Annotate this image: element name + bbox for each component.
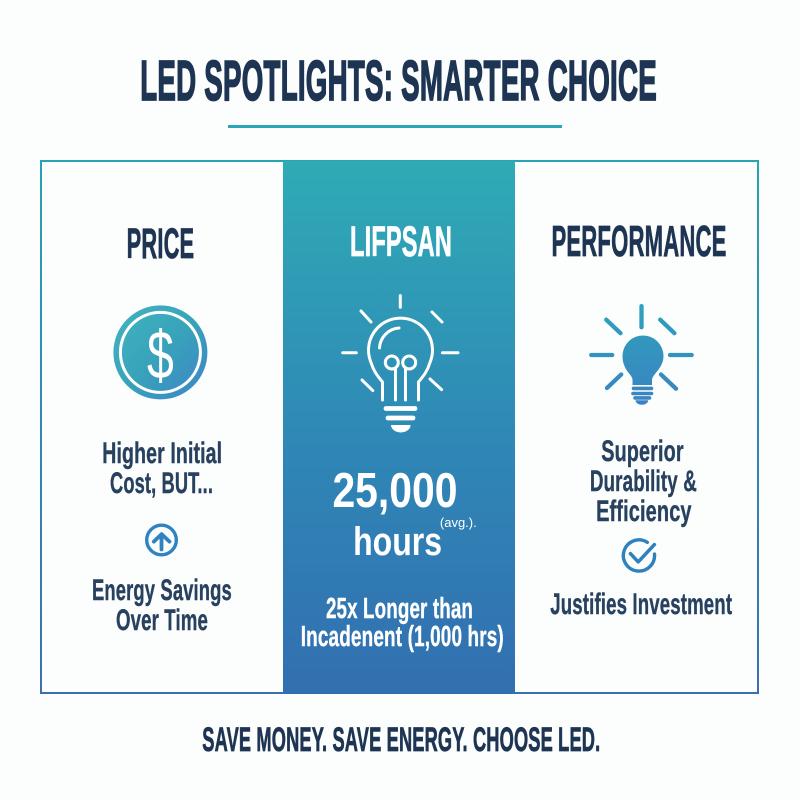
svg-text:$: $ [147,319,174,394]
